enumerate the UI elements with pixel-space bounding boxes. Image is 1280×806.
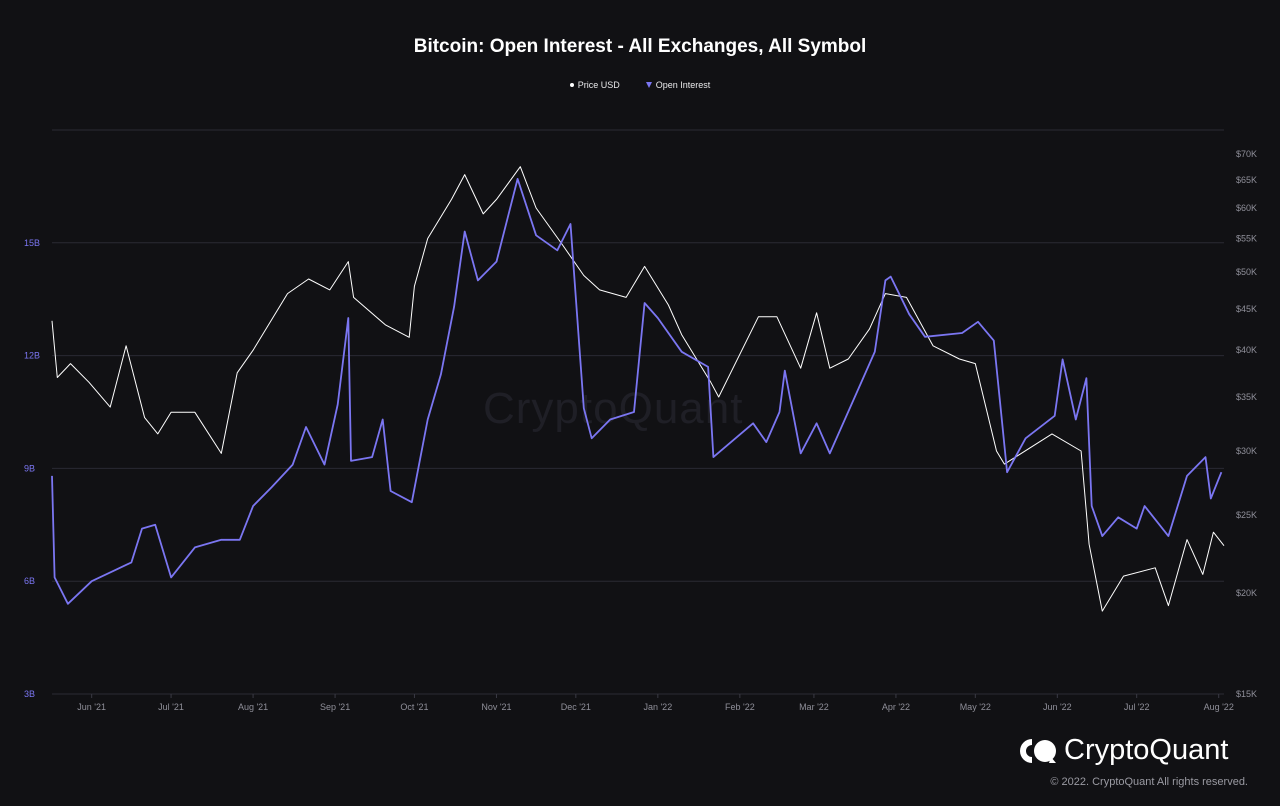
x-tick-label: Feb '22 xyxy=(725,702,755,712)
axis-layer: 3B 6B 9B 12B 15B $15K $20K $25K $30K $35K $40K $45K… xyxy=(24,149,1257,712)
chart-title: Bitcoin: Open Interest - All Exchanges, … xyxy=(413,36,867,57)
x-tick-label: Mar '22 xyxy=(799,702,829,712)
y-right-tick-label: $25K xyxy=(1236,510,1257,520)
y-right-tick-label: $30K xyxy=(1236,446,1257,456)
series-layer xyxy=(51,166,1225,612)
x-tick-label: Sep '21 xyxy=(320,702,350,712)
legend-dot-icon xyxy=(569,83,574,87)
cryptoquant-logo-icon xyxy=(1020,738,1056,763)
x-tick-label: Nov '21 xyxy=(481,702,511,712)
y-left-tick-label: 15B xyxy=(24,238,40,248)
x-tick-label: Jul '22 xyxy=(1124,702,1150,712)
x-tick-label: Aug '22 xyxy=(1204,702,1234,712)
y-left-tick-label: 12B xyxy=(24,351,40,361)
x-tick-label: Jun '22 xyxy=(1043,702,1072,712)
x-tick-label: Dec '21 xyxy=(561,702,591,712)
legend-item-open-interest[interactable]: Open Interest xyxy=(645,80,711,90)
series-line-price xyxy=(51,166,1225,612)
y-right-tick-label: $20K xyxy=(1236,588,1257,598)
legend-item-price[interactable]: Price USD xyxy=(569,80,620,90)
x-tick-label: Apr '22 xyxy=(882,702,910,712)
legend-label-open-interest: Open Interest xyxy=(655,80,711,90)
y-right-tick-label: $50K xyxy=(1236,267,1257,277)
y-left-tick-label: 3B xyxy=(24,689,35,699)
x-tick-label: Jun '21 xyxy=(77,702,106,712)
x-tick-label: Aug '21 xyxy=(238,702,268,712)
y-left-tick-label: 6B xyxy=(24,576,35,586)
copyright-text: © 2022. CryptoQuant All rights reserved. xyxy=(1050,776,1248,788)
legend-triangle-icon xyxy=(645,82,652,88)
y-right-tick-label: $45K xyxy=(1236,304,1257,314)
series-line-open-interest xyxy=(51,178,1223,605)
x-tick-label: Jan '22 xyxy=(643,702,672,712)
y-right-tick-label: $55K xyxy=(1236,234,1257,244)
y-right-tick-label: $70K xyxy=(1236,149,1257,159)
legend-label-price: Price USD xyxy=(577,80,620,90)
grid-layer xyxy=(52,129,1224,695)
brand-name: CryptoQuant xyxy=(1064,734,1229,766)
brand: CryptoQuant xyxy=(1018,734,1228,767)
y-right-tick-label: $35K xyxy=(1236,392,1257,402)
y-right-tick-label: $40K xyxy=(1236,345,1257,355)
y-right-tick-label: $60K xyxy=(1236,203,1257,213)
y-right-tick-label: $65K xyxy=(1236,175,1257,185)
y-right-tick-label: $15K xyxy=(1236,689,1257,699)
legend: Price USD Open Interest xyxy=(0,80,1280,90)
x-tick-label: Jul '21 xyxy=(158,702,184,712)
x-tick-label: Oct '21 xyxy=(400,702,428,712)
y-left-tick-label: 9B xyxy=(24,463,35,473)
watermark: CryptoQuant xyxy=(483,384,744,433)
x-tick-label: May '22 xyxy=(960,702,991,712)
